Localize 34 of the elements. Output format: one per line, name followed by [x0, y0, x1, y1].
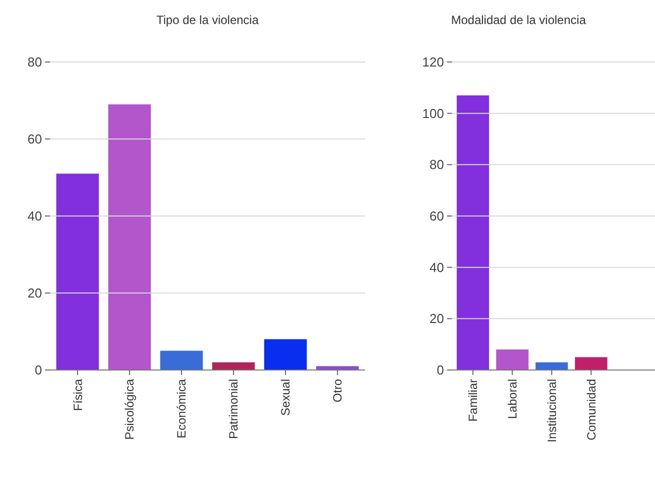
bar [496, 349, 528, 370]
x-tick-label: Psicológica [122, 378, 137, 440]
y-tick-label: 100 [422, 106, 444, 121]
chart-title: Modalidad de la violencia [451, 13, 586, 27]
chart-title: Tipo de la violencia [156, 13, 259, 27]
y-tick-label: 60 [430, 208, 444, 224]
x-tick-label: Institucional [544, 379, 559, 442]
bar [160, 350, 203, 370]
y-tick-label: 80 [430, 157, 444, 172]
x-tick-label: Laboral [505, 379, 520, 420]
y-tick-label: 120 [422, 54, 444, 70]
bar [264, 339, 307, 370]
x-tick-label: Patrimonial [226, 379, 241, 440]
bar [212, 362, 255, 370]
x-tick-label: Sexual [278, 379, 293, 416]
y-tick-label: 20 [430, 311, 444, 326]
y-tick-label: 80 [28, 54, 42, 70]
y-tick-label: 0 [34, 362, 42, 378]
y-tick-label: 40 [430, 260, 444, 275]
x-tick-label: Familiar [466, 379, 480, 422]
bar [574, 357, 608, 370]
x-tick-label: Otro [330, 378, 345, 402]
bar [456, 95, 490, 370]
x-tick-label: Comunidad [584, 379, 598, 440]
x-tick-label: Económica [174, 378, 189, 438]
bar [108, 104, 151, 370]
y-tick-label: 40 [28, 208, 42, 224]
bar [536, 362, 568, 370]
y-tick-label: 0 [436, 362, 444, 378]
bar [316, 366, 359, 370]
y-tick-label: 20 [28, 286, 42, 301]
x-tick-label: Física [70, 378, 85, 412]
y-tick-label: 60 [28, 132, 42, 147]
bar [56, 174, 99, 370]
